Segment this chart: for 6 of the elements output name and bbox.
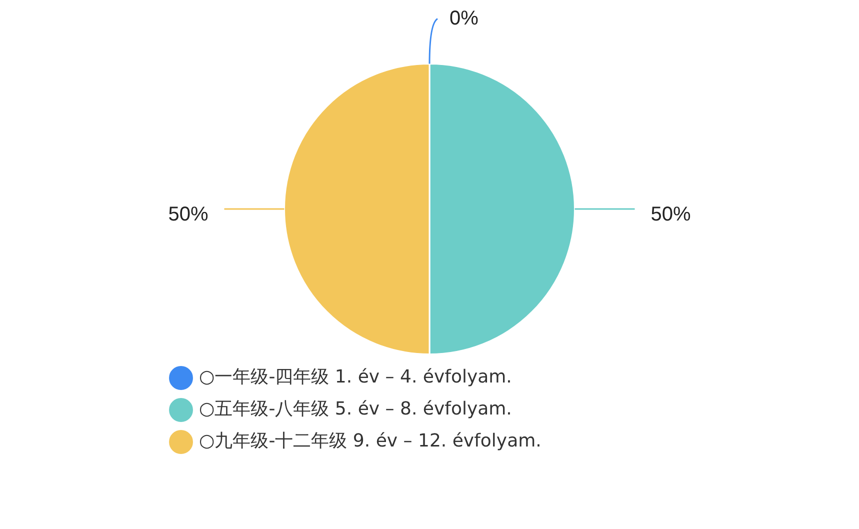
data-label: 50% — [650, 204, 691, 226]
legend-label: ○九年级-十二年级 9. év – 12. évfolyam. — [199, 430, 542, 452]
legend-label: ○一年级-四年级 1. év – 4. évfolyam. — [199, 366, 512, 388]
legend-label: ○五年级-八年级 5. év – 8. évfolyam. — [199, 398, 512, 420]
data-label: 50% — [168, 204, 208, 226]
text: 0% — [450, 7, 478, 30]
